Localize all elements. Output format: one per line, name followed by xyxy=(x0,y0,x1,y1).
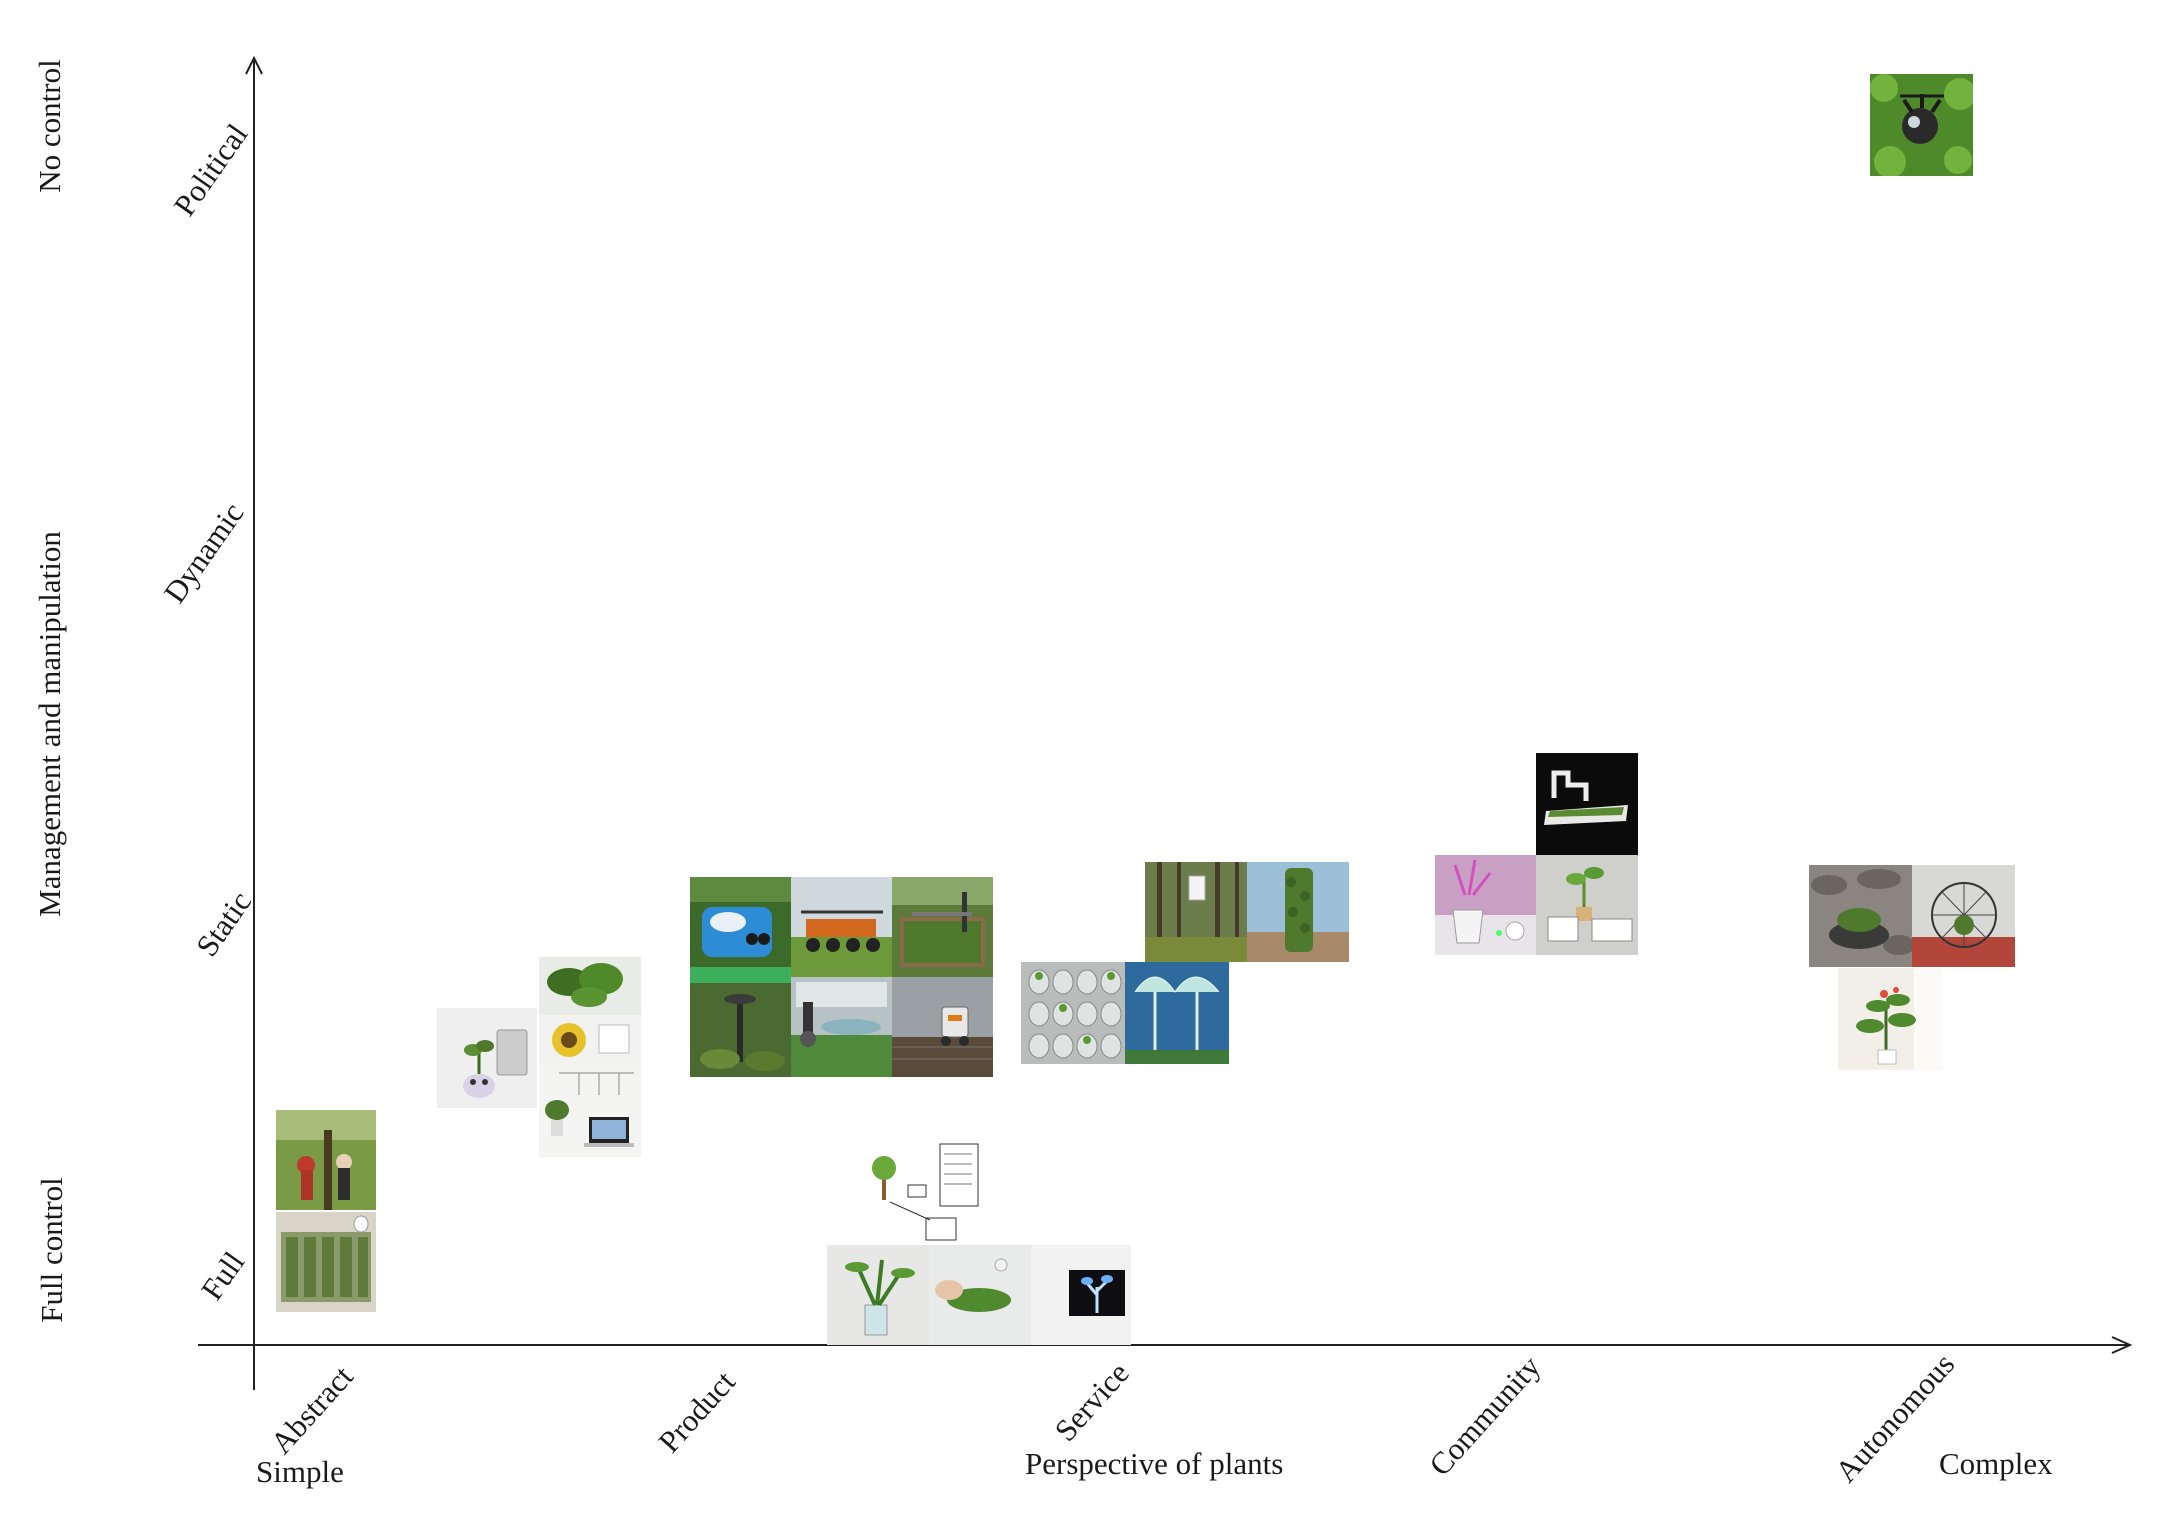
y-axis-arrow-icon xyxy=(245,55,263,75)
pot-robot-photo xyxy=(437,1008,537,1108)
plant-device-tablet-photo xyxy=(1536,855,1638,955)
plant-interface-diagram xyxy=(870,1140,990,1245)
garden-sensor-photo xyxy=(690,977,791,1077)
garden-bed-robot-photo xyxy=(892,877,993,977)
leafy-plant-photo xyxy=(539,957,641,1015)
rock-robot-photo xyxy=(1809,865,1912,967)
x-axis-arrow-icon xyxy=(2111,1336,2133,1354)
geodesic-dome-photo xyxy=(1912,865,2015,967)
tree-canopy-structure-photo xyxy=(1125,962,1229,1064)
field-sprayer-photo xyxy=(791,877,892,977)
forest-installation-photo xyxy=(1145,862,1247,962)
farm-robot-photo xyxy=(892,977,993,1077)
x-axis-left-label: Simple xyxy=(256,1454,344,1489)
people-planting-tree-photo xyxy=(276,1110,376,1210)
green-wall-building-photo xyxy=(276,1212,376,1312)
y-axis-top-label: No control xyxy=(32,59,67,193)
greenhouse-gripper-photo xyxy=(791,977,892,1077)
hydroponic-plant-photo xyxy=(827,1245,929,1345)
robotic-arm-garden-photo xyxy=(1536,753,1638,855)
vertical-garden-modules-photo xyxy=(1021,962,1125,1064)
x-axis-title: Perspective of plants xyxy=(1025,1446,1284,1481)
y-axis-bottom-label: Full control xyxy=(34,1177,69,1323)
y-axis-title: Management and manipulation xyxy=(32,531,67,917)
pink-light-planter-photo xyxy=(1435,855,1536,955)
x-axis-right-label: Complex xyxy=(1939,1446,2053,1481)
laptop-plant-setup-photo xyxy=(539,1065,641,1157)
glowing-plant-display-photo xyxy=(1031,1245,1131,1345)
sunflower-product-photo xyxy=(539,1015,641,1065)
vertical-forest-tower-photo xyxy=(1247,862,1349,962)
indoor-flowering-plant-photo xyxy=(1838,968,1942,1070)
blue-robot-photo xyxy=(690,877,791,977)
hand-touching-plant-photo xyxy=(929,1245,1031,1345)
plant-drone-photo xyxy=(1870,74,1973,176)
